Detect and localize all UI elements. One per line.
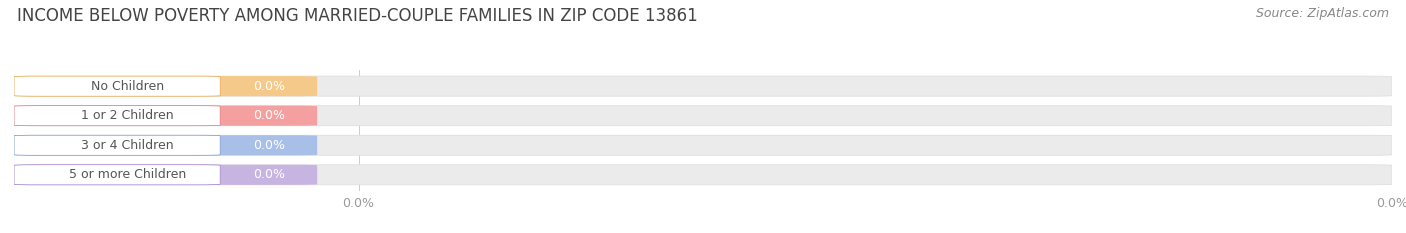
FancyBboxPatch shape [14,135,318,155]
FancyBboxPatch shape [14,135,221,155]
Text: INCOME BELOW POVERTY AMONG MARRIED-COUPLE FAMILIES IN ZIP CODE 13861: INCOME BELOW POVERTY AMONG MARRIED-COUPL… [17,7,697,25]
FancyBboxPatch shape [14,106,318,126]
FancyBboxPatch shape [14,76,318,96]
Text: 0.0%: 0.0% [253,80,284,93]
Text: 3 or 4 Children: 3 or 4 Children [82,139,174,152]
Text: 0.0%: 0.0% [253,168,284,181]
Text: Source: ZipAtlas.com: Source: ZipAtlas.com [1256,7,1389,20]
FancyBboxPatch shape [14,165,221,185]
Text: No Children: No Children [91,80,165,93]
FancyBboxPatch shape [14,106,1392,126]
FancyBboxPatch shape [14,76,1392,96]
Text: 1 or 2 Children: 1 or 2 Children [82,109,174,122]
FancyBboxPatch shape [14,135,1392,155]
FancyBboxPatch shape [14,76,221,96]
Text: 0.0%: 0.0% [253,109,284,122]
FancyBboxPatch shape [14,165,1392,185]
FancyBboxPatch shape [14,106,221,126]
Text: 5 or more Children: 5 or more Children [69,168,186,181]
Text: 0.0%: 0.0% [253,139,284,152]
FancyBboxPatch shape [14,165,318,185]
